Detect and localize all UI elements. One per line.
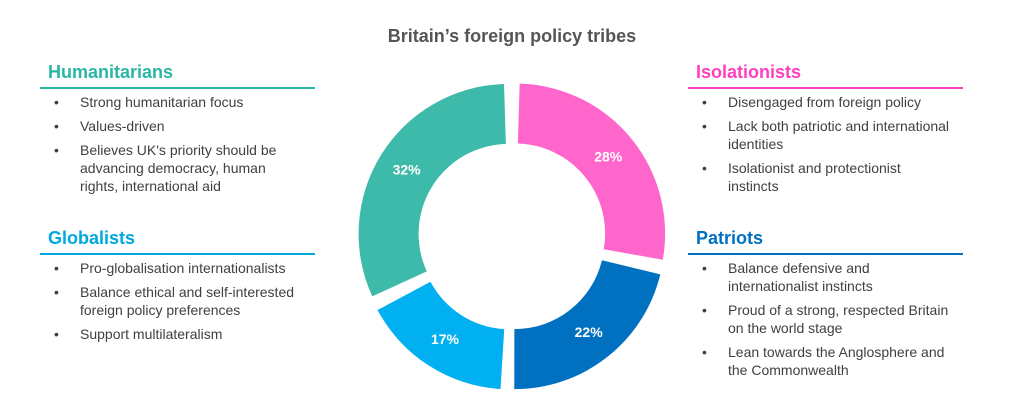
category-panel: Patriots Balance defensive and internatio… <box>688 228 963 385</box>
bullet-item: Balance ethical and self-interested fore… <box>54 283 305 319</box>
panel-heading: Humanitarians <box>40 62 315 89</box>
panel-heading: Isolationists <box>688 62 963 89</box>
bullet-item: Lean towards the Anglosphere and the Com… <box>702 343 953 379</box>
bullet-list: Balance defensive and internationalist i… <box>688 259 953 379</box>
bullet-item: Strong humanitarian focus <box>54 93 305 111</box>
panel-heading: Globalists <box>40 228 315 255</box>
data-label: 32% <box>393 161 422 177</box>
data-label: 17% <box>431 331 460 347</box>
bullet-item: Support multilateralism <box>54 325 305 343</box>
data-label: 28% <box>594 149 623 165</box>
panel-heading: Patriots <box>688 228 963 255</box>
bullet-item: Proud of a strong, respected Britain on … <box>702 301 953 337</box>
bullet-item: Disengaged from foreign policy <box>702 93 953 111</box>
category-panel: Humanitarians Strong humanitarian focus Va… <box>40 62 315 201</box>
donut-segment <box>514 260 661 390</box>
donut-segment <box>517 83 666 260</box>
chart-title: Britain’s foreign policy tribes <box>387 26 637 46</box>
bullet-item: Values-driven <box>54 117 305 135</box>
category-panel: Globalists Pro-globalisation internationa… <box>40 228 315 349</box>
bullet-item: Believes UK's priority should be advanci… <box>54 141 305 195</box>
category-panel: Isolationists Disengaged from foreign pol… <box>688 62 963 201</box>
donut-segment <box>377 281 505 390</box>
bullet-list: Pro-globalisation internationalists Balan… <box>40 259 305 343</box>
bullet-item: Pro-globalisation internationalists <box>54 259 305 277</box>
data-label: 22% <box>575 324 604 340</box>
bullet-item: Balance defensive and internationalist i… <box>702 259 953 295</box>
bullet-list: Disengaged from foreign policy Lack both … <box>688 93 953 195</box>
bullet-list: Strong humanitarian focus Values-driven Be… <box>40 93 305 195</box>
donut-segment <box>358 83 506 297</box>
bullet-item: Lack both patriotic and international id… <box>702 117 953 153</box>
bullet-item: Isolationist and protectionist instincts <box>702 159 953 195</box>
